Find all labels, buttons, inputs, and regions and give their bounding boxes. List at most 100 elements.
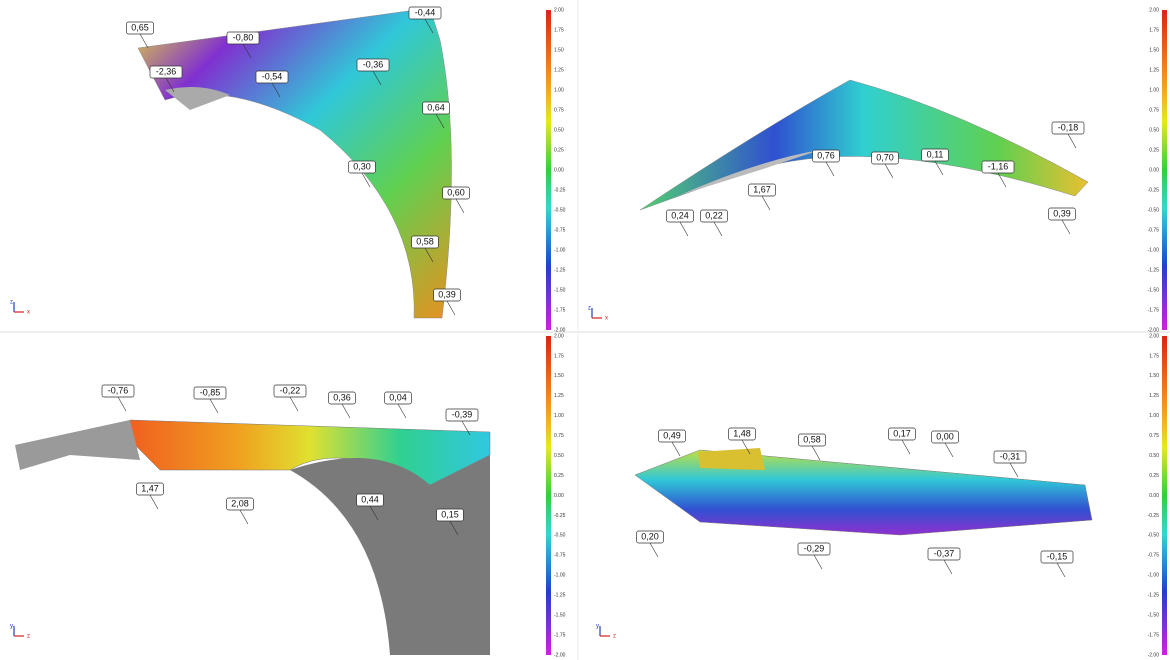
leader-line bbox=[762, 196, 770, 210]
callout-label: 2,08 bbox=[231, 498, 249, 508]
color-bar-tick-label: 1.00 bbox=[1149, 87, 1159, 93]
leader-line bbox=[1057, 563, 1065, 577]
color-bar-tick-label: 2.00 bbox=[1149, 333, 1159, 339]
color-bar-tick-label: 0.25 bbox=[1149, 473, 1159, 479]
callout-label: -2,36 bbox=[156, 66, 177, 76]
leader-line bbox=[150, 495, 158, 509]
color-bar-tick-label: 1.75 bbox=[554, 27, 564, 33]
color-bar-tick-label: 0.25 bbox=[554, 147, 564, 153]
leader-line bbox=[398, 404, 406, 418]
callout-label: -1,16 bbox=[988, 161, 1009, 171]
color-bar bbox=[546, 336, 551, 655]
callout-label: 0,58 bbox=[803, 434, 821, 444]
leader-line bbox=[814, 555, 822, 569]
leader-line bbox=[456, 199, 464, 213]
leader-line bbox=[210, 399, 218, 413]
leader-line bbox=[944, 560, 952, 574]
axis-label: z bbox=[27, 634, 30, 640]
color-bar-tick-label: 0.00 bbox=[1149, 167, 1159, 173]
color-bar-tick-label: 1.50 bbox=[1149, 47, 1159, 53]
color-bar-tick-label: -0.25 bbox=[1148, 513, 1160, 519]
leader-line bbox=[290, 397, 298, 411]
color-bar bbox=[1162, 10, 1167, 330]
leader-line bbox=[680, 222, 688, 236]
leader-line bbox=[447, 301, 455, 315]
color-bar-tick-label: 1.75 bbox=[1149, 353, 1159, 359]
color-bar-tick-label: -1.50 bbox=[1148, 287, 1160, 293]
axis-label: x bbox=[605, 316, 608, 322]
color-bar-tick-label: -0.75 bbox=[1148, 227, 1160, 233]
callout-label: -0,85 bbox=[200, 387, 221, 397]
callout-label: -0,29 bbox=[804, 543, 825, 553]
color-bar-tick-label: -0.50 bbox=[1148, 533, 1160, 539]
leader-line bbox=[826, 162, 834, 176]
callout-label: 0,22 bbox=[705, 210, 723, 220]
color-bar-tick-label: -1.00 bbox=[1148, 247, 1160, 253]
color-bar-tick-label: 0.00 bbox=[554, 167, 564, 173]
color-bar-tick-label: 0.50 bbox=[1149, 453, 1159, 459]
callout-label: 0,20 bbox=[641, 531, 659, 541]
axis-label: x bbox=[27, 310, 30, 316]
callout-label: 0,49 bbox=[663, 430, 681, 440]
leader-line bbox=[342, 404, 350, 418]
color-bar-tick-label: -1.25 bbox=[1148, 593, 1160, 599]
callout-label: -0,39 bbox=[452, 409, 473, 419]
color-bar-tick-label: 0.50 bbox=[1149, 127, 1159, 133]
callout-label: 0,76 bbox=[817, 150, 835, 160]
callout-label: 1,67 bbox=[753, 184, 771, 194]
color-bar-tick-label: -0.75 bbox=[1148, 553, 1160, 559]
leader-line bbox=[240, 510, 248, 524]
color-bar-tick-label: 2.00 bbox=[554, 333, 564, 339]
leader-line bbox=[1068, 134, 1076, 148]
color-bar-tick-label: -1.75 bbox=[1148, 307, 1160, 313]
color-bar-tick-label: 1.50 bbox=[554, 47, 564, 53]
callout-label: -0,31 bbox=[1000, 451, 1021, 461]
color-bar-tick-label: -0.75 bbox=[554, 553, 566, 559]
color-bar-tick-label: 1.00 bbox=[1149, 413, 1159, 419]
callout-label: 0,00 bbox=[936, 431, 954, 441]
callout-label: -0,54 bbox=[262, 71, 283, 81]
axis-label: z bbox=[613, 634, 616, 640]
color-bar-tick-label: 1.25 bbox=[1149, 67, 1159, 73]
color-bar-tick-label: 0.75 bbox=[554, 433, 564, 439]
leader-line bbox=[902, 440, 910, 454]
leader-line bbox=[945, 443, 953, 457]
callout-label: 0,64 bbox=[427, 102, 445, 112]
color-bar-tick-label: 1.75 bbox=[1149, 27, 1159, 33]
leader-line bbox=[812, 446, 820, 460]
callout-label: -0,76 bbox=[108, 385, 129, 395]
color-bar-tick-label: -2.00 bbox=[554, 652, 566, 658]
color-bar-tick-label: 2.00 bbox=[554, 7, 564, 13]
callout-label: 0,70 bbox=[876, 152, 894, 162]
callout-label: 0,39 bbox=[438, 289, 456, 299]
callout-label: 0,58 bbox=[416, 236, 434, 246]
callout-label: 0,17 bbox=[893, 428, 911, 438]
color-bar-tick-label: -0.25 bbox=[554, 513, 566, 519]
color-bar-tick-label: -1.50 bbox=[554, 612, 566, 618]
color-bar-tick-label: -1.00 bbox=[554, 247, 566, 253]
color-bar-tick-label: -0.50 bbox=[1148, 207, 1160, 213]
callout-label: -0,18 bbox=[1058, 122, 1079, 132]
color-bar-tick-label: 2.00 bbox=[1149, 7, 1159, 13]
axis-label: y bbox=[596, 624, 599, 630]
color-bar-tick-label: 0.75 bbox=[1149, 107, 1159, 113]
color-bar-tick-label: 0.50 bbox=[554, 127, 564, 133]
color-bar-tick-label: 1.00 bbox=[554, 413, 564, 419]
color-bar bbox=[546, 10, 551, 330]
color-bar bbox=[1162, 336, 1167, 655]
callout-label: -0,15 bbox=[1047, 551, 1068, 561]
callout-label: 0,11 bbox=[927, 149, 944, 159]
color-bar-tick-label: 0.00 bbox=[554, 493, 564, 499]
color-bar-tick-label: 0.75 bbox=[1149, 433, 1159, 439]
color-bar-tick-label: 1.50 bbox=[554, 373, 564, 379]
color-bar-tick-label: 0.25 bbox=[1149, 147, 1159, 153]
callout-label: -0,80 bbox=[233, 32, 254, 42]
callout-label: 0,15 bbox=[441, 509, 459, 519]
color-bar-tick-label: 1.25 bbox=[554, 67, 564, 73]
color-bar-tick-label: -1.25 bbox=[554, 593, 566, 599]
callout-label: 1,47 bbox=[141, 483, 159, 493]
callout-label: -0,36 bbox=[363, 59, 384, 69]
leader-line bbox=[1062, 220, 1070, 234]
color-bar-tick-label: -0.50 bbox=[554, 533, 566, 539]
color-bar-tick-label: -1.25 bbox=[554, 267, 566, 273]
